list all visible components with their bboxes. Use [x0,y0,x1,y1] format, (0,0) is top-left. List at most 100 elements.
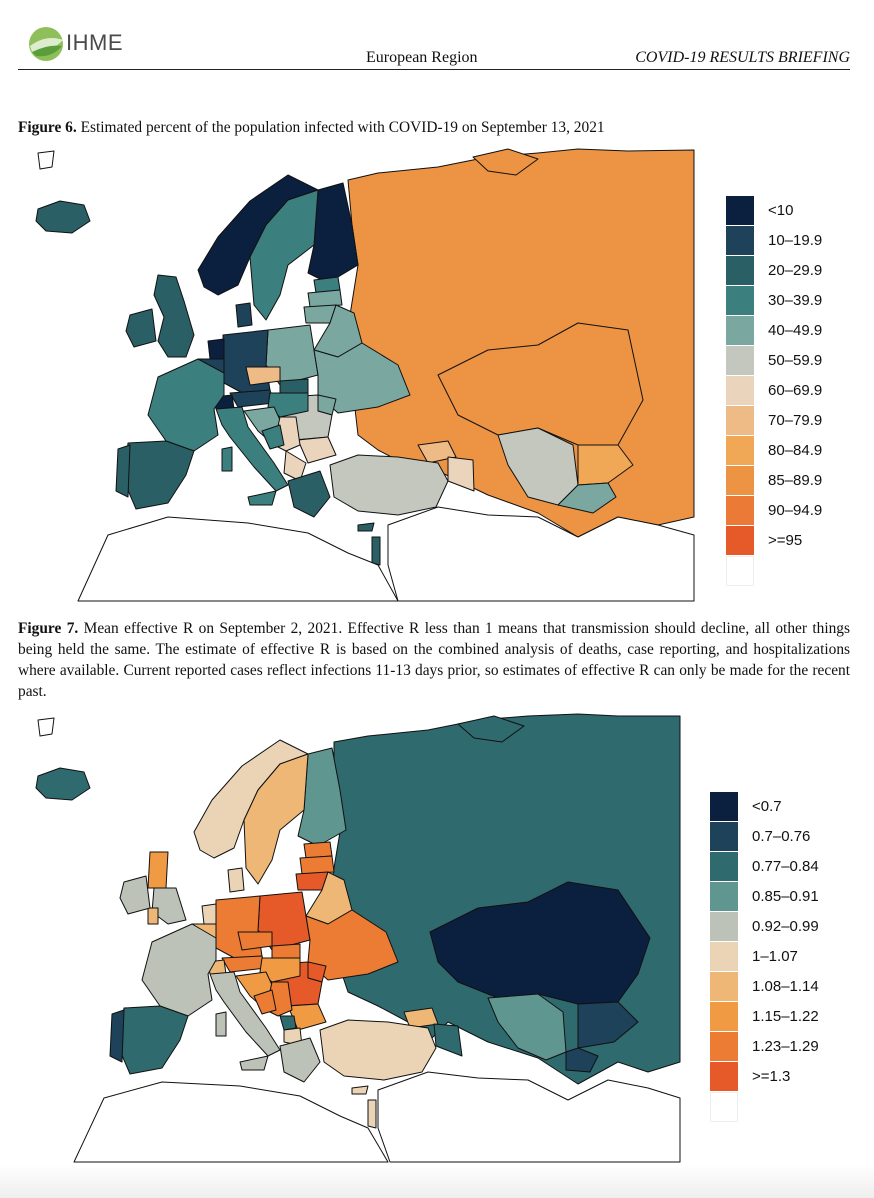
figure6-text: Estimated percent of the population infe… [80,119,605,136]
map7-finland [297,747,347,847]
legend-swatch [710,1062,738,1092]
legend-swatch [710,792,738,822]
map7-uzbekistan [487,993,567,1061]
map7-azerbaijan [433,1023,463,1057]
legend-swatch [726,496,754,526]
legend-label: 1.23–1.29 [752,1038,819,1055]
figure7-map [35,713,681,1163]
map6-georgia [417,440,457,464]
legend-swatch [726,466,754,496]
map7-turkey [319,1019,437,1081]
legend-swatch [710,942,738,972]
map6-russia-north-island [472,148,539,176]
map7-iceland [35,767,91,801]
figure6-legend-item: 85–89.9 [726,466,874,496]
map7-spain [117,1005,189,1075]
map6-france [147,358,225,452]
map6-portugal [115,444,131,498]
map6-ukraine [313,342,411,414]
map6-ireland [125,308,157,348]
figure6-legend-item: <10 [726,196,874,226]
legend-label: 0.92–0.99 [752,918,819,935]
legend-swatch [726,346,754,376]
map7-scotland [147,851,169,889]
map7-kazakhstan [429,881,651,1005]
map6-azerbaijan [447,456,475,492]
figure7-label: Figure 7. [18,620,79,637]
map7-netherlands [201,903,217,925]
map6-netherlands [207,338,225,360]
map6-germany [222,329,271,396]
map6-denmark [235,302,253,328]
header-region: European Region [366,49,478,66]
legend-label: 80–84.9 [768,442,823,459]
figure6-legend-item: 10–19.9 [726,226,874,256]
map7-sardinia [215,1011,227,1037]
map7-estonia [303,841,333,859]
figure6-legend-item: 30–39.9 [726,286,874,316]
map7-israel [367,1099,377,1129]
map6-kyrgyz-tajik [577,444,634,486]
map6-sardinia [221,446,233,472]
legend-label: 1–1.07 [752,948,798,965]
legend-swatch [710,882,738,912]
figure6-legend-item: 80–84.9 [726,436,874,466]
legend-label: 0.77–0.84 [752,858,819,875]
legend-swatch [726,556,754,586]
map6-hungary [267,392,309,418]
legend-label: 50–59.9 [768,352,823,369]
map7-czechia [237,931,273,951]
figure7-caption: Figure 7. Mean effective R on September … [18,618,850,702]
map7-austria [221,955,267,973]
map7-sweden [243,753,309,885]
map6-greenland-fragment [37,150,55,170]
map6-kazakhstan [437,322,644,446]
legend-swatch [710,972,738,1002]
figure7-legend-item: 0.92–0.99 [710,912,870,942]
legend-swatch [710,912,738,942]
legend-swatch [710,1032,738,1062]
legend-label: 1.08–1.14 [752,978,819,995]
figure7-legend-item: 1.08–1.14 [710,972,870,1002]
map7-wales [147,907,159,925]
ihme-logo [29,27,63,61]
map7-hungary [259,957,301,983]
legend-label: 20–29.9 [768,262,823,279]
legend-swatch [710,1002,738,1032]
legend-swatch [726,226,754,256]
map6-finland [307,182,359,284]
map6-bosnia [261,424,285,450]
legend-label: 10–19.9 [768,232,823,249]
figure6-legend: <10 10–19.9 20–29.9 30–39.9 40–49.9 50–5… [726,196,874,588]
map6-czechia [245,366,281,386]
map6-latvia [307,289,343,308]
legend-swatch [726,196,754,226]
map7-italy [209,971,281,1057]
legend-swatch [710,822,738,852]
map7-middle-east [377,1071,681,1163]
map6-afghan-region [557,482,617,514]
legend-label: 70–79.9 [768,412,823,429]
map7-russia-north-island [457,715,525,743]
map7-ireland [119,875,151,915]
figure6-legend-item-missing [726,556,874,586]
legend-swatch [726,436,754,466]
map7-tajik [565,1047,599,1073]
figure7-legend-item: 1.23–1.29 [710,1032,870,1062]
map6-italy [215,406,289,492]
map6-middle-east [387,506,695,602]
map6-north-africa [77,516,399,602]
legend-swatch [726,286,754,316]
legend-label: <10 [768,202,794,219]
map7-bosnia [253,989,277,1015]
legend-label: 60–69.9 [768,382,823,399]
logo-text: IHME [66,30,123,55]
figure6-label: Figure 6. [18,119,77,136]
legend-label: <0.7 [752,798,782,815]
map6-sicily [247,490,277,506]
figure7-text: Mean effective R on September 2, 2021. E… [18,620,850,700]
figure6-legend-item: 70–79.9 [726,406,874,436]
map6-cyprus [357,522,375,532]
legend-label: 30–39.9 [768,292,823,309]
legend-label: >=1.3 [752,1068,791,1085]
